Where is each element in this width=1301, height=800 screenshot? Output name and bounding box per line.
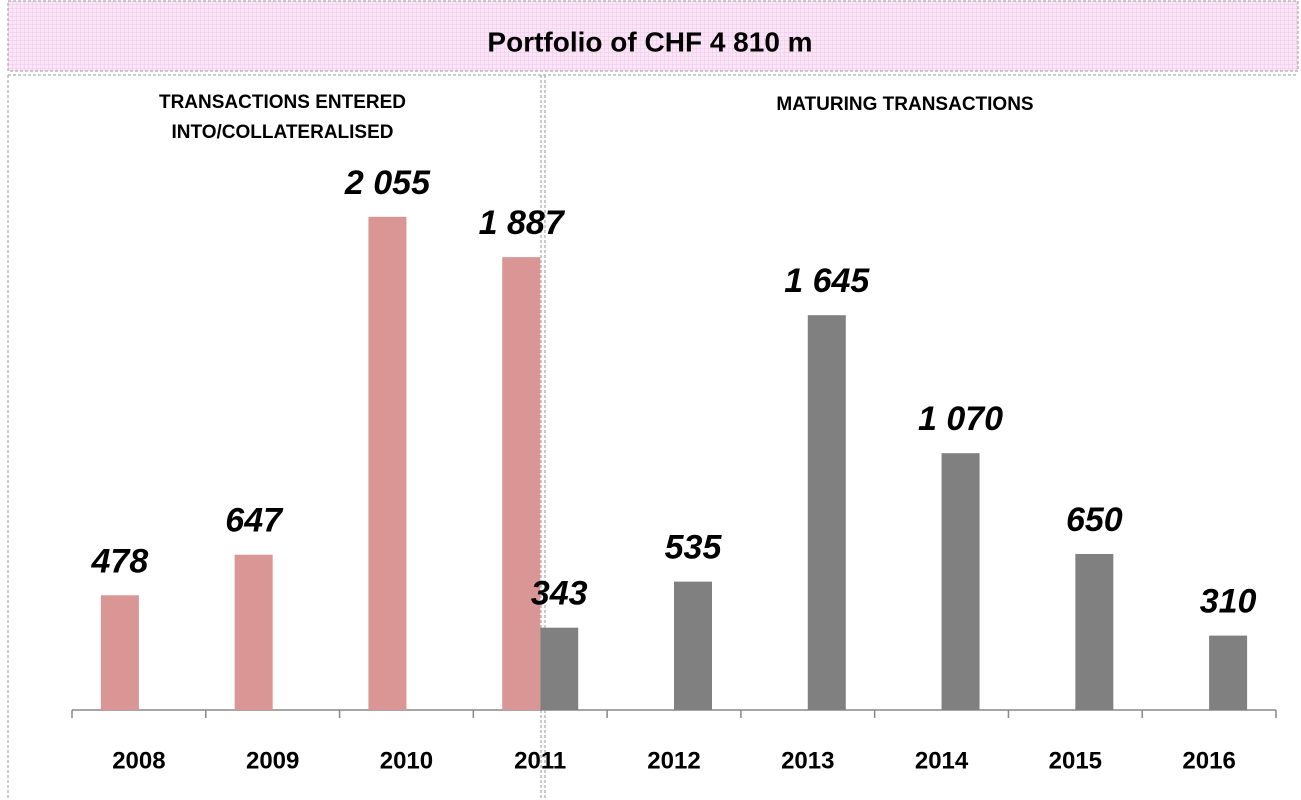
bar — [540, 627, 579, 710]
x-tick-label: 2013 — [781, 747, 834, 774]
x-tick-label: 2014 — [915, 747, 969, 774]
x-tick-label: 2010 — [380, 747, 433, 774]
x-tick-label: 2011 — [514, 747, 566, 774]
section-label: TRANSACTIONS ENTERED INTO/COLLATERALISED — [158, 92, 406, 143]
data-label: 2 055 — [344, 164, 431, 202]
data-label: 478 — [91, 542, 149, 580]
bar — [674, 581, 712, 710]
data-label: 535 — [665, 529, 723, 567]
data-label: 647 — [225, 502, 284, 540]
bar — [941, 453, 980, 710]
title-banner — [7, 0, 1299, 72]
data-label: 650 — [1066, 501, 1123, 539]
bar — [502, 257, 541, 710]
data-label: 343 — [531, 575, 588, 613]
x-tick-label: 2008 — [112, 747, 165, 774]
data-label: 1 070 — [918, 400, 1003, 438]
data-label: 1 887 — [479, 204, 566, 242]
bar — [100, 595, 139, 710]
x-tick-label: 2012 — [647, 747, 700, 774]
x-tick-label: 2009 — [246, 747, 299, 774]
x-tick-label: 2016 — [1182, 747, 1235, 774]
data-label: 310 — [1200, 583, 1257, 621]
bar — [234, 554, 273, 710]
section-label: MATURING TRANSACTIONS — [776, 94, 1034, 115]
chart-title: Portfolio of CHF 4 810 m — [487, 26, 812, 57]
bar — [368, 216, 407, 711]
bar — [1075, 554, 1114, 710]
data-label: 1 645 — [784, 262, 870, 300]
bar — [807, 315, 846, 710]
x-tick-label: 2015 — [1049, 747, 1102, 774]
bar — [1209, 635, 1248, 710]
